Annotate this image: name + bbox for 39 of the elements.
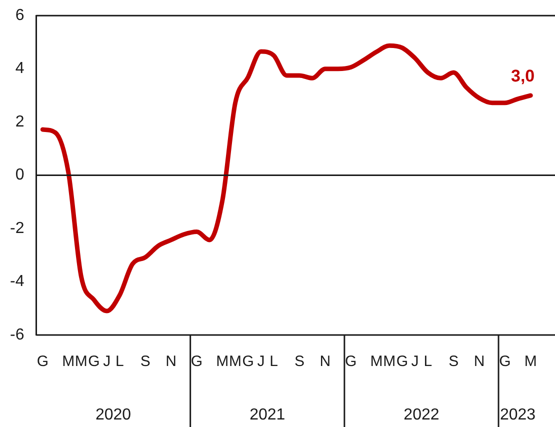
x-tick-label: J (411, 353, 419, 370)
x-tick-label: M (74, 353, 88, 370)
x-tick-label: N (320, 353, 331, 370)
y-tick-label: -2 (10, 220, 24, 237)
x-tick-label: M (229, 353, 242, 370)
text: 2021 (250, 406, 286, 424)
y-tick-label: -4 (10, 273, 24, 290)
x-tick-label: G (345, 353, 357, 370)
line-series (40, 43, 533, 314)
y-tick-label: 6 (15, 7, 24, 24)
x-tick-label: M (524, 353, 537, 370)
x-tick-label: J (257, 353, 265, 370)
x-tick-label: M (216, 353, 229, 370)
text: 2020 (95, 406, 132, 424)
text: 2023 (500, 406, 536, 424)
x-tick-label: G (396, 353, 408, 370)
y-tick-label: 0 (15, 166, 24, 184)
data-label: 3,0 (510, 66, 535, 86)
y-tick-label: -6 (10, 326, 24, 344)
x-tick-label: N (166, 353, 176, 370)
y-tick-label: 4 (15, 60, 24, 78)
x-tick-label: L (116, 353, 124, 370)
x-tick-label: G (242, 353, 254, 370)
x-tick-label: G (36, 353, 48, 370)
x-tick-label: L (270, 353, 278, 370)
x-tick-label: N (474, 353, 485, 370)
x-tick-label: G (190, 353, 203, 370)
text: 2022 (404, 406, 440, 424)
y-tick-label: 2 (15, 113, 24, 130)
x-tick-label: J (103, 353, 111, 370)
x-tick-label: G (499, 353, 511, 370)
x-tick-label: S (448, 353, 459, 370)
x-tick-label: M (370, 353, 383, 370)
x-tick-label: G (88, 353, 100, 370)
x-tick-label: L (424, 353, 432, 370)
x-tick-label: S (140, 353, 150, 370)
x-tick-label: M (62, 353, 75, 370)
x-tick-label: S (294, 353, 304, 370)
x-tick-label: M (383, 353, 396, 370)
